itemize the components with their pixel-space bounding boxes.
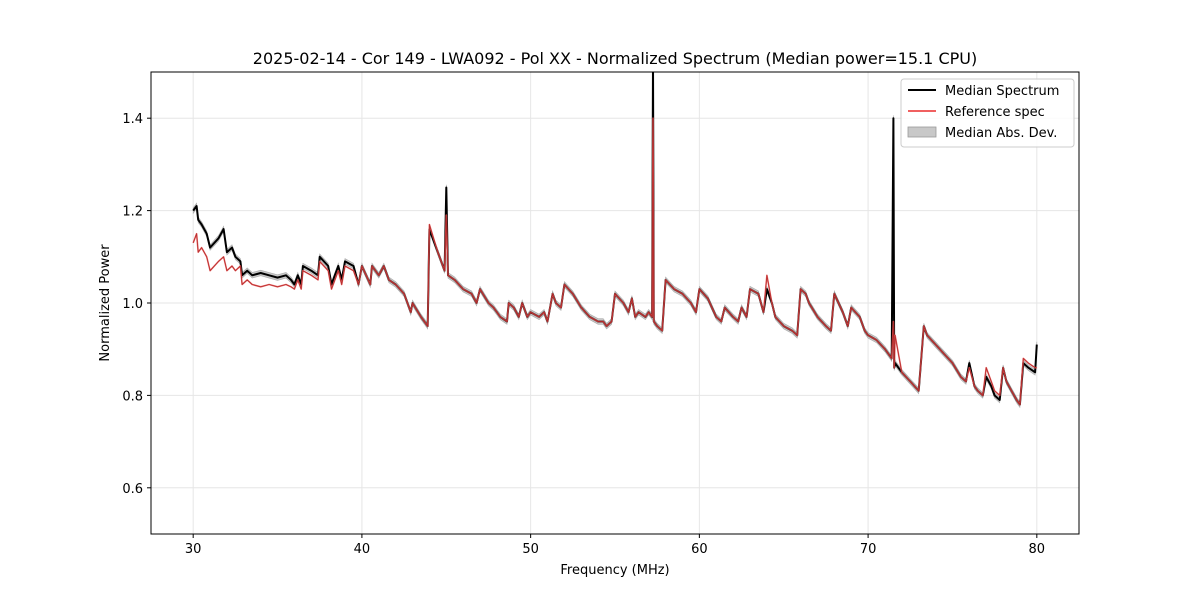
x-axis-label: Frequency (MHz) <box>560 563 669 578</box>
x-tick-label: 70 <box>860 542 877 557</box>
x-tick-label: 50 <box>522 542 539 557</box>
y-axis-label: Normalized Power <box>98 244 113 362</box>
y-tick-label: 1.2 <box>122 205 143 220</box>
y-tick-label: 0.6 <box>122 482 143 497</box>
x-tick-label: 80 <box>1029 542 1046 557</box>
legend-reference-label: Reference spec <box>945 105 1045 120</box>
x-tick-label: 40 <box>354 542 371 557</box>
grid <box>151 72 1079 534</box>
legend-mad-swatch <box>907 126 937 138</box>
y-tick-label: 1.0 <box>122 297 143 312</box>
plot-data <box>192 72 1038 409</box>
series-group <box>192 72 1038 409</box>
y-tick-label: 1.4 <box>122 112 143 127</box>
legend-mad-label: Median Abs. Dev. <box>945 126 1057 141</box>
axis-ticks: 30 40 50 60 70 80 0.6 0.8 1.0 1.2 1.4 <box>122 112 1045 557</box>
y-tick-label: 0.8 <box>122 389 143 404</box>
legend: Median Spectrum Reference spec Median Ab… <box>900 78 1075 148</box>
x-tick-label: 30 <box>185 542 202 557</box>
legend-median-label: Median Spectrum <box>945 84 1059 99</box>
x-tick-label: 60 <box>691 542 708 557</box>
legend-box <box>900 78 1075 148</box>
overlap-line <box>192 117 1037 406</box>
chart-title: 2025-02-14 - Cor 149 - LWA092 - Pol XX -… <box>253 49 977 68</box>
